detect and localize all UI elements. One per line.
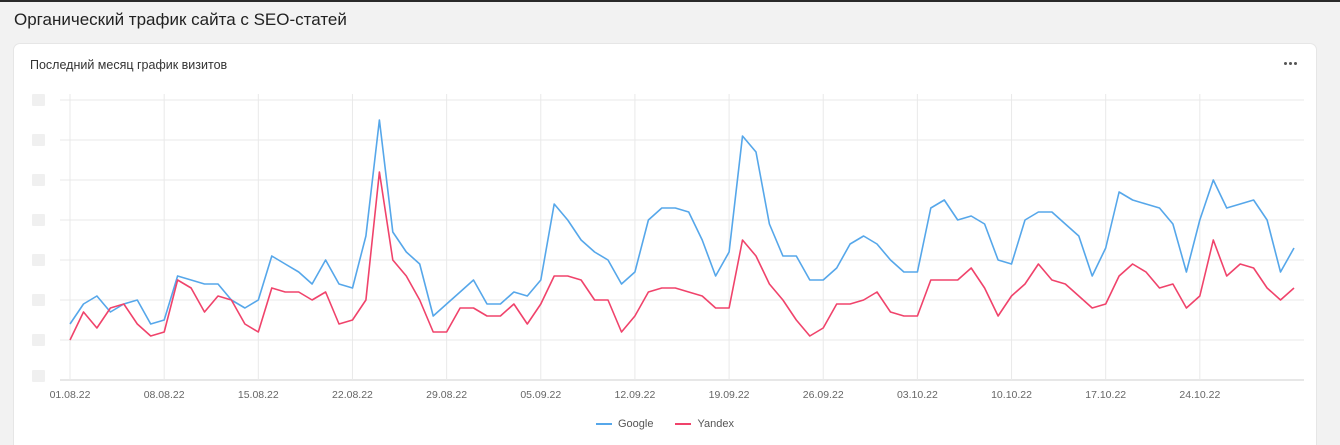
page-title: Органический трафик сайта с SEO-статей <box>14 10 347 29</box>
x-tick-label: 24.10.22 <box>1179 389 1220 401</box>
y-tick-label <box>32 214 45 226</box>
x-tick-label: 15.08.22 <box>238 389 279 401</box>
x-tick-label: 12.09.22 <box>614 389 655 401</box>
y-tick-label <box>32 134 45 146</box>
x-tick-label: 10.10.22 <box>991 389 1032 401</box>
more-dots-icon[interactable] <box>1278 52 1302 74</box>
x-tick-label: 26.09.22 <box>803 389 844 401</box>
chart-title: Последний месяц график визитов <box>30 58 228 72</box>
x-tick-label: 17.10.22 <box>1085 389 1126 401</box>
y-tick-label <box>32 294 45 306</box>
y-tick-label <box>32 334 45 346</box>
visits-line-chart: 01.08.22 08.08.22 15.08.22 22.08.22 29.08.22… <box>50 94 1304 401</box>
chart-card: Последний месяц график визитов 01.08.22 0… <box>14 44 1316 445</box>
legend-item-yandex[interactable]: Yandex <box>675 418 734 430</box>
y-tick-label <box>32 370 45 382</box>
x-tick-label: 19.09.22 <box>709 389 750 401</box>
legend-label: Yandex <box>697 418 734 430</box>
legend-label: Google <box>618 418 654 430</box>
y-tick-label <box>32 94 45 106</box>
y-tick-label <box>32 254 45 266</box>
x-tick-label: 29.08.22 <box>426 389 467 401</box>
legend-swatch <box>675 423 692 425</box>
series-line-google <box>69 119 1295 325</box>
legend-swatch <box>596 423 612 425</box>
legend-item-google[interactable]: Google <box>596 418 653 430</box>
top-border <box>0 0 1340 2</box>
series-line-yandex <box>69 171 1295 341</box>
x-tick-label: 08.08.22 <box>144 389 185 401</box>
x-tick-label: 01.08.22 <box>50 389 91 401</box>
x-tick-label: 22.08.22 <box>332 389 373 401</box>
x-tick-label: 05.09.22 <box>520 389 561 401</box>
y-axis-labels <box>32 84 46 384</box>
x-tick-label: 03.10.22 <box>897 389 938 401</box>
y-tick-label <box>32 174 45 186</box>
chart-legend: Google Yandex <box>14 418 1316 430</box>
